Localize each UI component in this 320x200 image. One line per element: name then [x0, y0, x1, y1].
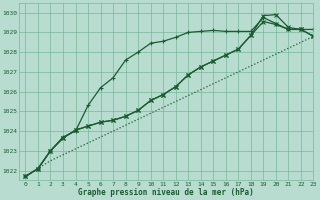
- X-axis label: Graphe pression niveau de la mer (hPa): Graphe pression niveau de la mer (hPa): [78, 188, 254, 197]
